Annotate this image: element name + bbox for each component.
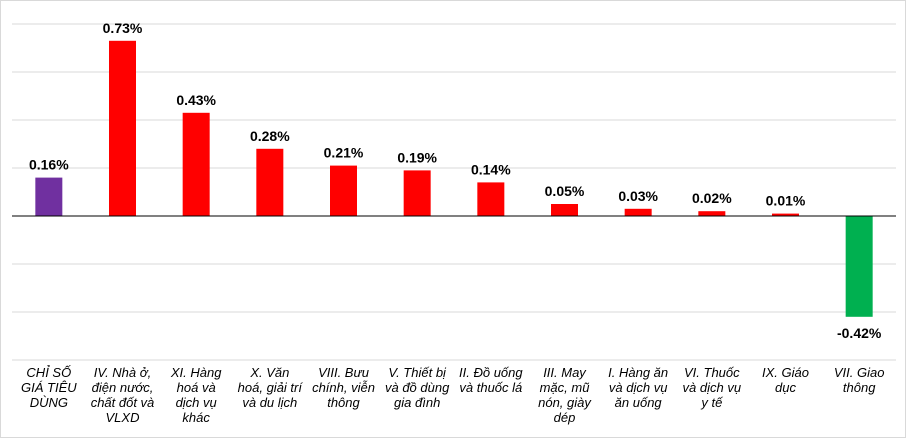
category-label: II. Đồ uống và thuốc lá	[459, 365, 523, 395]
category-label: I. Hàng ăn và dịch vụ ăn uống	[608, 365, 668, 410]
data-label: -0.42%	[837, 325, 882, 341]
category-label: V. Thiết bị và đồ dùng gia đình	[385, 365, 450, 410]
bar	[698, 211, 726, 216]
bar	[403, 170, 431, 216]
category-label: XI. Hàng hoá và dịch vụ khác	[170, 365, 222, 425]
category-label: CHỈ SỐ GIÁ TIÊU DÙNG	[21, 365, 77, 410]
bar	[256, 148, 284, 216]
bar	[109, 40, 136, 216]
data-label: 0.73%	[103, 20, 143, 36]
bar	[624, 208, 652, 216]
category-label: IV. Nhà ở, điện nước, chất đốt và VLXD	[91, 365, 155, 425]
data-label: 0.14%	[471, 161, 511, 177]
bar	[772, 213, 799, 216]
category-label: X. Văn hoá, giải trí và du lịch	[238, 365, 304, 410]
data-label: 0.05%	[545, 183, 585, 199]
data-label: 0.16%	[29, 157, 69, 173]
data-label: 0.03%	[618, 188, 658, 204]
data-label: 0.28%	[250, 128, 290, 144]
bar	[551, 204, 578, 216]
bar	[845, 216, 873, 317]
data-label: 0.19%	[397, 149, 437, 165]
data-label: 0.21%	[324, 145, 364, 161]
category-label: VI. Thuốc và dịch vụ y tế	[683, 365, 742, 410]
bar	[35, 177, 63, 216]
category-label: VIII. Bưu chính, viễn thông	[312, 365, 375, 410]
data-label: 0.01%	[766, 193, 806, 209]
category-label: VII. Giao thông	[834, 365, 885, 395]
bar	[330, 165, 357, 216]
data-label: 0.43%	[176, 92, 216, 108]
category-label: III. May mặc, mũ nón, giày dép	[538, 365, 592, 425]
data-label: 0.02%	[692, 190, 732, 206]
bar	[477, 182, 505, 216]
category-label: IX. Giáo dục	[762, 365, 809, 395]
bar	[182, 112, 210, 216]
